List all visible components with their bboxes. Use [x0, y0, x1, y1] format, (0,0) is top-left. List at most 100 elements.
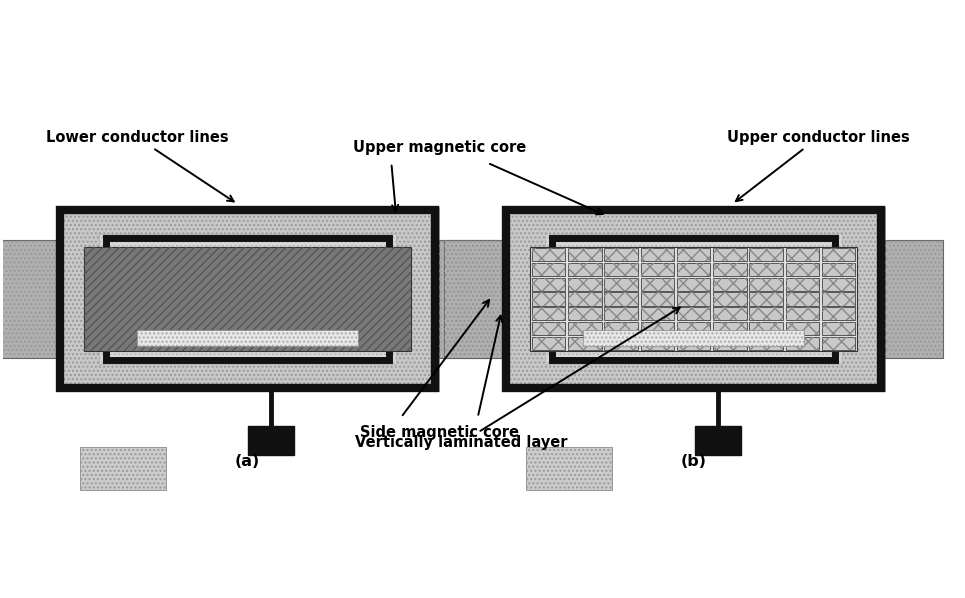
Bar	[822, 322, 855, 335]
Bar	[604, 307, 638, 321]
Bar	[713, 248, 747, 261]
Bar	[713, 263, 747, 276]
Bar	[786, 263, 819, 276]
Bar	[568, 248, 601, 261]
Bar	[604, 263, 638, 276]
Bar	[641, 322, 674, 335]
Text: Upper conductor lines: Upper conductor lines	[727, 130, 910, 201]
Bar	[750, 322, 783, 335]
Bar	[641, 248, 674, 261]
Bar	[822, 263, 855, 276]
Bar	[545, 234, 842, 364]
Bar	[545, 234, 842, 364]
Bar	[676, 277, 710, 291]
Bar	[676, 337, 710, 350]
Bar	[568, 277, 601, 291]
Text: (a): (a)	[234, 454, 260, 469]
Bar	[502, 207, 886, 391]
Bar	[713, 307, 747, 321]
Bar	[641, 277, 674, 291]
Bar	[106, 238, 389, 360]
Bar	[822, 292, 855, 306]
Bar	[137, 329, 358, 346]
Bar	[532, 322, 565, 335]
Bar	[695, 426, 740, 455]
Bar	[676, 248, 710, 261]
Bar	[526, 447, 612, 490]
Bar	[568, 337, 601, 350]
Bar	[713, 277, 747, 291]
Bar	[84, 247, 410, 351]
Bar	[532, 337, 565, 350]
Bar	[568, 263, 601, 276]
Bar	[532, 292, 565, 306]
Bar	[439, 240, 497, 358]
Bar	[444, 240, 502, 358]
Bar	[676, 277, 710, 291]
Bar	[604, 292, 638, 306]
Bar	[604, 248, 638, 261]
Bar	[713, 337, 747, 350]
Bar	[604, 277, 638, 291]
Bar	[56, 207, 439, 391]
Bar	[641, 307, 674, 321]
Bar	[676, 307, 710, 321]
Bar	[604, 277, 638, 291]
Bar	[750, 292, 783, 306]
Bar	[526, 447, 612, 490]
Bar	[568, 277, 601, 291]
Bar	[713, 263, 747, 276]
Bar	[822, 277, 855, 291]
Bar	[786, 307, 819, 321]
Bar	[641, 277, 674, 291]
Bar	[713, 248, 747, 261]
Bar	[676, 307, 710, 321]
Bar	[822, 307, 855, 321]
Bar	[713, 322, 747, 335]
Bar	[676, 263, 710, 276]
Bar	[886, 240, 943, 358]
Bar	[532, 277, 565, 291]
Bar	[822, 248, 855, 261]
Bar	[750, 322, 783, 335]
Bar	[676, 322, 710, 335]
Bar	[713, 337, 747, 350]
Bar	[568, 248, 601, 261]
Bar	[713, 292, 747, 306]
Bar	[750, 263, 783, 276]
Bar	[583, 329, 804, 346]
Bar	[532, 292, 565, 306]
Bar	[886, 240, 943, 358]
Bar	[532, 307, 565, 321]
Bar	[786, 307, 819, 321]
Bar	[568, 263, 601, 276]
Bar	[641, 263, 674, 276]
Bar	[604, 337, 638, 350]
Bar	[79, 447, 166, 490]
Bar	[676, 292, 710, 306]
Bar	[137, 329, 358, 346]
Bar	[641, 292, 674, 306]
Bar	[676, 337, 710, 350]
Bar	[604, 248, 638, 261]
Bar	[641, 248, 674, 261]
Bar	[532, 263, 565, 276]
Text: Upper magnetic core: Upper magnetic core	[352, 141, 526, 155]
Bar	[604, 337, 638, 350]
Bar	[0, 240, 56, 358]
Text: Side magnetic core: Side magnetic core	[360, 425, 519, 440]
Bar	[552, 238, 835, 360]
Bar	[822, 263, 855, 276]
Bar	[79, 447, 166, 490]
Bar	[750, 263, 783, 276]
Bar	[568, 337, 601, 350]
Bar	[676, 263, 710, 276]
Bar	[532, 307, 565, 321]
Bar	[713, 307, 747, 321]
Bar	[713, 322, 747, 335]
Bar	[713, 277, 747, 291]
Bar	[641, 292, 674, 306]
Bar	[713, 292, 747, 306]
Bar	[786, 248, 819, 261]
Bar	[604, 307, 638, 321]
